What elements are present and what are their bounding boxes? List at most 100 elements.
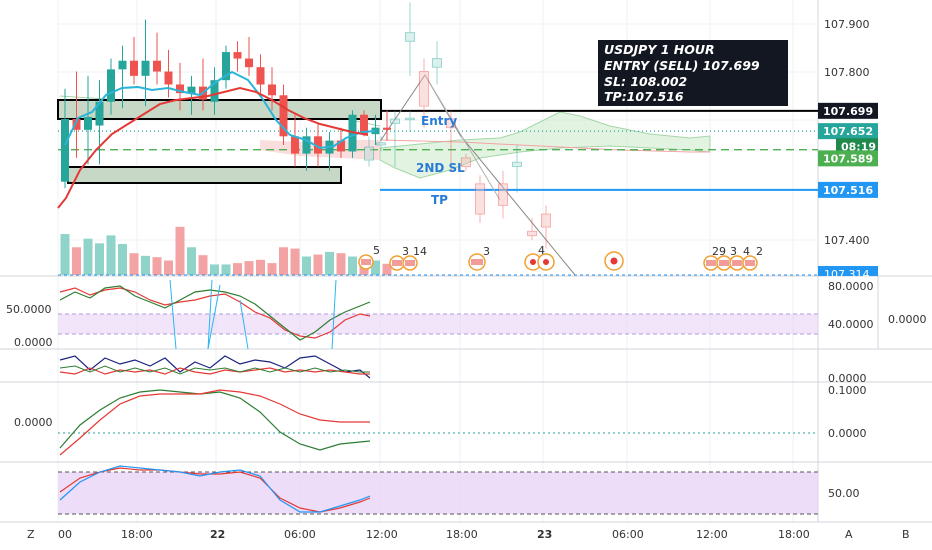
price-tick: 107.800 [824, 66, 870, 79]
dmi-panel[interactable]: 0.0000 [59, 355, 867, 385]
volume-bar [141, 255, 150, 275]
macd-panel[interactable]: 0.0000 0.1000 0.0000 [14, 384, 867, 456]
dmi-line-navy [59, 355, 371, 379]
projection-candle [432, 41, 442, 85]
candle[interactable] [107, 58, 115, 115]
volume-bar [106, 235, 116, 275]
ma-blue-line [64, 70, 376, 150]
rsi-right-tick: 40.0000 [828, 318, 874, 331]
event-count: 3 [730, 245, 737, 258]
volume-bar [256, 259, 265, 275]
stoch-line-blue [59, 465, 371, 513]
volume-bar [290, 248, 300, 275]
candle[interactable] [210, 67, 219, 115]
candle[interactable] [245, 36, 253, 76]
date-axis[interactable]: 00 18:00 22 06:00 12:00 18:00 23 06:00 1… [58, 528, 810, 541]
rsi-line-green [59, 285, 371, 341]
volume-bar [382, 263, 392, 275]
event-count: 2 [756, 245, 763, 258]
candle[interactable] [222, 45, 230, 89]
candle[interactable] [337, 127, 345, 158]
volume-bar [336, 253, 346, 275]
event-count: 4 [538, 244, 545, 257]
volume-bar [348, 256, 357, 275]
price-tick: 107.400 [824, 234, 870, 247]
date-tick: 18:00 [778, 528, 810, 541]
date-tick: 00 [58, 528, 72, 541]
projection-candle [419, 58, 429, 128]
volume-bar [279, 247, 288, 275]
candle[interactable] [383, 110, 391, 141]
stoch-panel[interactable]: 50.00 [58, 465, 860, 515]
candle[interactable] [153, 32, 161, 85]
candle[interactable] [61, 88, 69, 189]
trade-info-box[interactable]: USDJPY 1 HOUR ENTRY (SELL) 107.699 SL: 1… [598, 40, 788, 106]
scale-b-button[interactable]: B [902, 528, 910, 541]
projection-candle [527, 218, 537, 240]
projection-candle [446, 110, 456, 171]
volume-bar [129, 253, 139, 275]
price-cut-label: 107.314 [824, 268, 870, 281]
candle[interactable] [314, 123, 322, 167]
candle[interactable] [95, 80, 104, 165]
candle[interactable] [256, 54, 265, 94]
timezone-button[interactable]: Z [27, 528, 35, 541]
candle[interactable] [72, 71, 81, 158]
tp-label: TP [431, 193, 448, 207]
date-tick: 06:00 [284, 528, 316, 541]
rsi-spike-line [169, 279, 337, 350]
rsi-right-tick: 80.0000 [828, 280, 874, 293]
volume-bar [233, 263, 242, 275]
projection-candle [405, 110, 415, 132]
candle[interactable] [302, 127, 311, 171]
candle[interactable] [291, 114, 299, 167]
candle[interactable] [141, 19, 150, 107]
projection-candle [376, 136, 386, 152]
price-badge: 08:19 [836, 138, 878, 155]
candle[interactable] [233, 41, 242, 72]
volume-bar [72, 247, 81, 275]
candle[interactable] [325, 132, 334, 171]
info-title: USDJPY 1 HOUR [604, 42, 715, 57]
svg-text:08:19: 08:19 [841, 140, 876, 153]
candle[interactable] [176, 62, 184, 111]
macd-right-tick: 0.1000 [828, 384, 867, 397]
event-count: 3 [483, 245, 490, 258]
info-tp: TP:107.516 [604, 89, 684, 104]
candle[interactable] [118, 45, 127, 109]
event-icons[interactable]: 5 3 14 3 4 29 3 4 2 [358, 244, 763, 271]
support-zone-box[interactable] [67, 166, 342, 184]
resistance-zone-box[interactable] [57, 99, 382, 120]
candle[interactable] [187, 75, 196, 115]
candle[interactable] [130, 36, 138, 85]
info-sl: SL: 108.002 [604, 74, 687, 89]
date-tick: 06:00 [612, 528, 644, 541]
candle[interactable] [84, 75, 92, 165]
projection-candle [498, 170, 508, 219]
candle[interactable] [279, 84, 288, 145]
price-badge: 107.652 [818, 123, 878, 140]
volume-bar [244, 261, 254, 275]
volume-bar [60, 234, 70, 275]
price-badge: 107.516 [818, 181, 878, 198]
volume-bar [83, 238, 93, 275]
projection-path-upper [424, 74, 501, 201]
candle[interactable] [268, 67, 276, 111]
date-tick: 12:00 [366, 528, 398, 541]
volume-bar [175, 226, 185, 275]
volume-bar [210, 264, 219, 275]
volume-bar [198, 255, 208, 275]
candle[interactable] [371, 114, 380, 145]
price-axis[interactable]: 107.900 107.800 107.400 107.314 [818, 18, 878, 281]
dmi-line-red [59, 367, 370, 375]
rsi-line-red [59, 287, 371, 339]
date-tick: 23 [537, 528, 552, 541]
candle[interactable] [164, 49, 173, 98]
projection-candle [461, 153, 471, 171]
dmi-right-tick: 0.0000 [828, 372, 867, 385]
date-tick: 22 [210, 528, 225, 541]
auto-scale-button[interactable]: A [845, 528, 853, 541]
rsi-panel[interactable]: 50.0000 0.0000 80.0000 40.0000 0.0000 [6, 279, 927, 350]
date-tick: 18:00 [446, 528, 478, 541]
